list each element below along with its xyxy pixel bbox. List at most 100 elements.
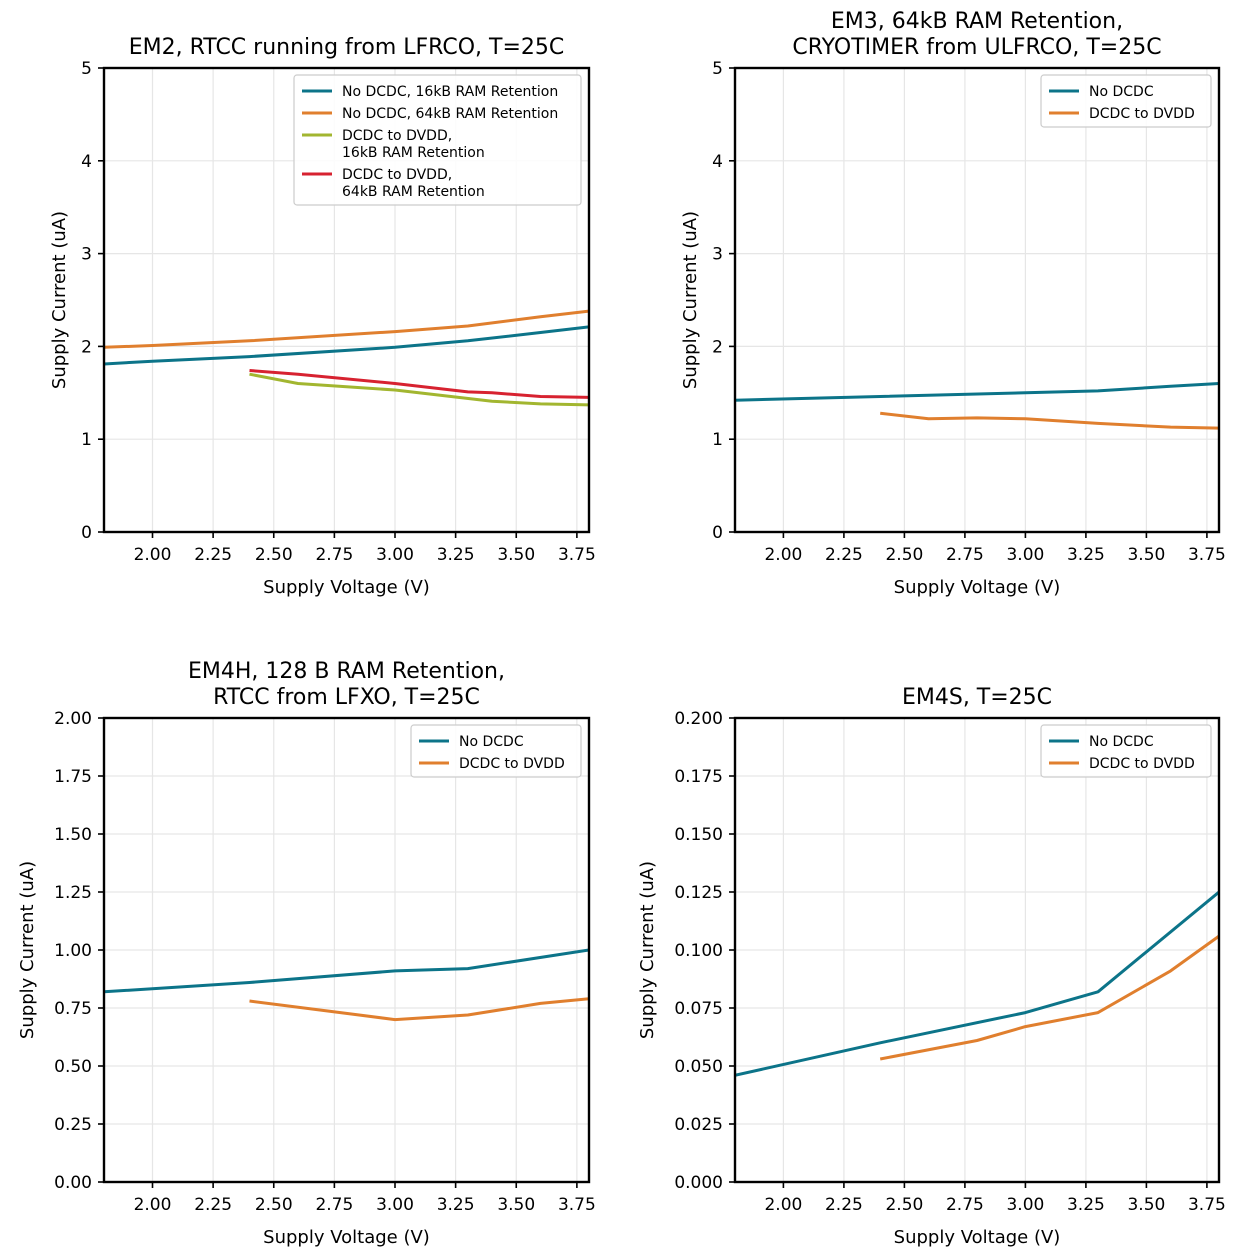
y-tick-label: 2 [712,337,723,357]
x-tick-label: 2.75 [315,1195,353,1215]
x-axis-label: Supply Voltage (V) [894,577,1061,598]
series-line-1 [104,948,589,994]
y-tick-label: 1 [81,430,92,450]
y-tick-label: 0 [712,523,723,543]
x-tick-label: 3.00 [1006,545,1044,565]
y-tick-label: 1.75 [54,767,92,787]
x-tick-label: 3.50 [497,1195,535,1215]
x-tick-label: 3.50 [497,545,535,565]
chart-title: CRYOTIMER from ULFRCO, T=25C [792,35,1161,60]
legend-label-4: 64kB RAM Retention [342,184,485,200]
series-group [104,309,589,407]
chart-title: EM4H, 128 B RAM Retention, [188,659,505,684]
axes-frame [102,66,591,534]
legend-label-2: DCDC to DVDD [1089,756,1195,772]
series-line-2 [249,997,589,1022]
y-tick-label: 0.000 [674,1173,723,1193]
chart-title: EM3, 64kB RAM Retention, [831,9,1123,34]
legend: No DCDC DCDC to DVDD [1040,724,1212,778]
legend-box [293,74,582,206]
legend-label-2: No DCDC, 64kB RAM Retention [342,106,558,122]
legend-box [1040,724,1212,778]
x-tick-label: 2.50 [885,545,923,565]
y-tick-label: 0 [81,523,92,543]
y-tick-label: 2 [81,337,92,357]
series-line-2 [879,934,1219,1061]
x-tick-label: 3.25 [437,545,475,565]
y-tick-label: 0.00 [54,1173,92,1193]
legend: No DCDC, 16kB RAM Retention No DCDC, 64kB… [293,74,582,206]
x-tick-label: 3.75 [1188,1195,1226,1215]
y-tick-label: 4 [81,152,92,172]
y-tick-label: 0.200 [674,709,723,729]
y-tick-label: 0.150 [674,825,723,845]
chart-panel-2: 2.00 2.25 2.50 2.75 3.00 3.25 3.50 3.75 0 1 2 3 4 5 Su… [680,9,1226,598]
y-axis-label: Supply Current (uA) [49,211,70,389]
chart-title: EM2, RTCC running from LFRCO, T=25C [129,35,565,60]
series-line-4 [249,369,589,399]
x-tick-label: 3.75 [1188,545,1226,565]
x-tick-label: 2.25 [825,1195,863,1215]
series-group [104,948,589,1022]
y-tick-label: 0.100 [674,941,723,961]
legend-box [410,724,582,778]
axes-frame [733,66,1221,534]
y-tick-label: 4 [712,152,723,172]
y-axis-label: Supply Current (uA) [17,861,38,1039]
x-tick-label: 3.00 [1006,1195,1044,1215]
x-tick-label: 3.25 [1067,545,1105,565]
y-tick-label: 0.75 [54,999,92,1019]
x-tick-label: 2.00 [764,545,802,565]
x-tick-label: 3.25 [1067,1195,1105,1215]
legend-label-4: DCDC to DVDD, [342,167,452,183]
x-axis-label: Supply Voltage (V) [263,577,430,598]
x-tick-label: 2.75 [315,545,353,565]
y-tick-label: 0.25 [54,1115,92,1135]
series-line-1 [104,325,589,366]
y-tick-label: 1.50 [54,825,92,845]
x-tick-label: 2.25 [194,1195,232,1215]
chart-title: EM4S, T=25C [902,685,1052,710]
y-tick-label: 5 [81,59,92,79]
x-tick-label: 3.75 [558,545,596,565]
y-tick-label: 3 [81,245,92,265]
x-tick-label: 3.50 [1127,1195,1165,1215]
legend: No DCDC DCDC to DVDD [1040,74,1212,128]
chart-panel-1: 2.00 2.25 2.50 2.75 3.00 3.25 3.50 3.75 0 1 2 3 4 5 Su… [49,35,596,598]
legend-box [1040,74,1212,128]
y-axis-label: Supply Current (uA) [637,861,658,1039]
x-tick-label: 2.25 [194,545,232,565]
legend-label-3: DCDC to DVDD, [342,128,452,144]
x-tick-label: 3.50 [1127,545,1165,565]
x-tick-label: 2.00 [764,1195,802,1215]
x-tick-label: 3.00 [376,1195,414,1215]
y-axis-label: Supply Current (uA) [680,211,701,389]
y-tick-label: 5 [712,59,723,79]
legend-label-1: No DCDC [459,734,524,750]
legend-label-1: No DCDC [1089,84,1154,100]
x-tick-label: 3.25 [437,1195,475,1215]
y-tick-label: 3 [712,245,723,265]
series-line-3 [249,372,589,407]
x-tick-label: 2.00 [134,545,172,565]
x-tick-label: 2.75 [946,1195,984,1215]
y-tick-label: 0.175 [674,767,723,787]
series-line-1 [735,890,1219,1077]
series-line-2 [104,309,589,349]
y-tick-label: 1 [712,430,723,450]
y-tick-label: 0.125 [674,883,723,903]
series-line-1 [735,382,1219,402]
y-tick-label: 1.00 [54,941,92,961]
x-axis-label: Supply Voltage (V) [263,1227,430,1248]
x-tick-label: 3.00 [376,545,414,565]
x-tick-label: 2.50 [885,1195,923,1215]
x-axis-label: Supply Voltage (V) [894,1227,1061,1248]
legend: No DCDC DCDC to DVDD [410,724,582,778]
y-tick-label: 1.25 [54,883,92,903]
chart-panel-4: 2.00 2.25 2.50 2.75 3.00 3.25 3.50 3.75 0.000 0.0… [637,685,1226,1248]
x-tick-label: 2.75 [946,545,984,565]
legend-label-3: 16kB RAM Retention [342,145,485,161]
legend-label-1: No DCDC, 16kB RAM Retention [342,84,558,100]
series-group [735,890,1219,1077]
